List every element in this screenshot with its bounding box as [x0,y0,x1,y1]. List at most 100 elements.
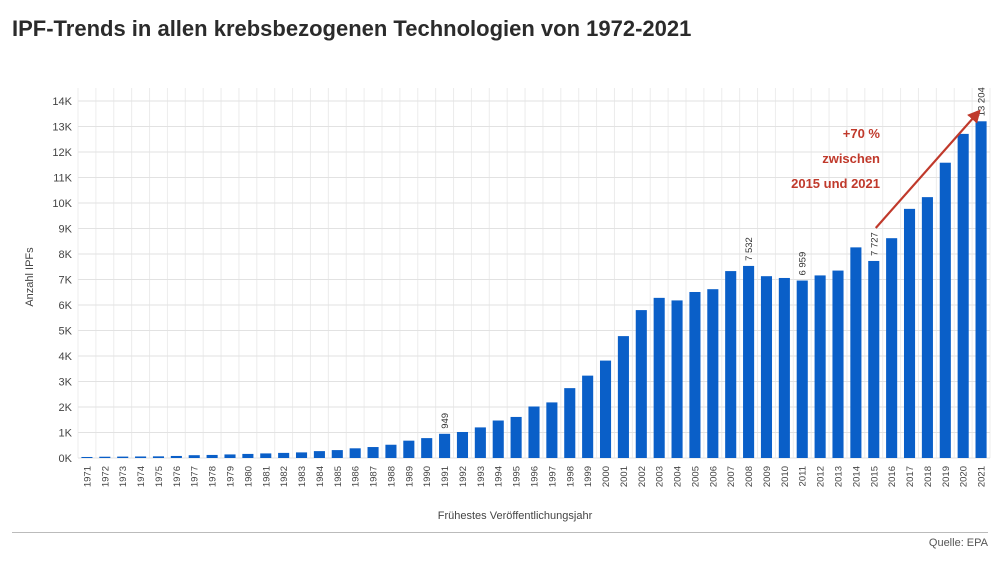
bar-1997 [546,402,558,458]
x-tick-label: 1974 [136,466,147,487]
x-tick-label: 1975 [154,466,165,487]
x-tick-label: 1988 [386,466,397,487]
x-tick-label: 2004 [673,466,684,487]
x-tick-label: 1997 [547,466,558,487]
bar-1995 [510,416,522,458]
bar-2011 [796,280,808,458]
bar-1984 [313,451,325,458]
x-tick-label: 2009 [762,466,773,487]
x-tick-label: 1993 [476,466,487,487]
y-tick-label: 3K [59,377,73,389]
bar-1972 [99,456,111,458]
bar-2018 [921,197,933,458]
y-tick-label: 14K [52,96,72,108]
x-tick-label: 1978 [208,466,219,487]
bar-1977 [188,455,200,458]
x-tick-label: 2021 [977,466,988,487]
x-tick-label: 1983 [297,466,308,487]
x-tick-label: 2020 [959,466,970,487]
bar-2020 [957,133,969,458]
bar-chart: 0K 1K 2K 3K 4K 5K 6K 7K 8K 9K 10K 11K 12K 13K 14K 1971… [24,87,991,522]
x-tick-label: 2015 [869,466,880,487]
x-tick-label: 2011 [798,466,809,486]
y-tick-label: 13K [52,122,72,134]
bar-1999 [582,375,594,458]
y-tick-label: 6K [59,300,73,312]
x-tick-label: 1971 [82,466,93,487]
bar-2007 [725,271,737,458]
x-tick-label: 1977 [190,466,201,487]
bar-2009 [760,276,773,458]
growth-annotation: +70 % zwischen 2015 und 2021 [791,109,981,229]
x-tick-label: 1972 [100,466,111,487]
annotation-line: +70 % [843,126,881,141]
data-label-2015: 7 727 [869,232,880,256]
x-tick-label: 2013 [834,466,845,487]
bar-1981 [260,453,272,458]
x-axis-label: Frühestes Veröffentlichungsjahr [438,510,593,522]
x-tick-label: 2002 [637,466,648,487]
y-tick-label: 2K [59,402,73,414]
x-tick-label: 1990 [422,466,433,487]
y-axis-ticks: 0K 1K 2K 3K 4K 5K 6K 7K 8K 9K 10K 11K 12K 13K 14K [52,96,72,465]
bar-1994 [492,420,504,458]
bar-2006 [707,289,719,458]
x-tick-label: 2005 [690,466,701,487]
bar-1991 [439,433,451,458]
bar-2013 [832,270,844,458]
x-tick-label: 1996 [530,466,541,487]
source-note: Quelle: EPA [928,537,988,549]
x-tick-label: 1999 [583,466,594,487]
bar-2008 [743,265,755,458]
y-tick-label: 12K [52,147,72,159]
x-tick-label: 2018 [923,466,934,487]
y-axis-label: Anzahl IPFs [24,247,36,307]
x-tick-label: 2003 [655,466,666,487]
bar-1996 [528,406,540,458]
y-tick-label: 1K [59,428,73,440]
bar-1978 [206,454,218,458]
x-tick-label: 1991 [440,466,451,487]
growth-arrow [874,109,981,229]
bar-1983 [295,452,308,458]
bar-2012 [814,275,826,458]
x-tick-label: 2006 [708,466,719,487]
x-tick-label: 1985 [333,466,344,487]
x-tick-label: 1992 [458,466,469,487]
data-labels: 949 7 532 6 959 7 727 13 204 [440,87,987,429]
bar-2003 [653,297,665,458]
x-tick-label: 2001 [619,466,630,487]
bar-1979 [224,454,236,458]
x-tick-label: 1979 [226,466,237,487]
x-axis-ticks: 1971 1972 1973 1974 1975 1976 1977 1978 1979 1980… [82,466,987,487]
data-label-1991: 949 [440,413,451,429]
x-tick-label: 1987 [369,466,380,487]
bar-1973 [117,456,129,458]
x-tick-label: 1998 [565,466,576,487]
bar-2001 [617,336,629,458]
bar-2014 [850,247,862,458]
x-tick-label: 1984 [315,466,326,487]
x-tick-label: 1976 [172,466,183,487]
x-tick-label: 1995 [512,466,523,487]
y-tick-label: 10K [52,198,72,210]
x-tick-label: 1982 [279,466,290,487]
bar-2015 [868,260,880,458]
y-tick-label: 9K [59,224,73,236]
y-tick-label: 11K [53,173,72,185]
bar-series [81,121,987,458]
data-label-2011: 6 959 [798,252,809,276]
x-tick-label: 1989 [404,466,415,487]
y-tick-label: 7K [59,275,73,287]
bar-2004 [671,300,683,458]
x-tick-label: 2010 [780,466,791,487]
x-tick-label: 2012 [816,466,827,487]
bar-1986 [349,448,361,458]
x-tick-label: 1986 [351,466,362,487]
y-tick-label: 4K [59,351,73,363]
y-tick-label: 0K [59,453,73,465]
x-tick-label: 1980 [243,466,254,487]
bar-2016 [886,238,898,458]
x-tick-label: 2008 [744,466,755,487]
bar-1998 [564,388,576,458]
